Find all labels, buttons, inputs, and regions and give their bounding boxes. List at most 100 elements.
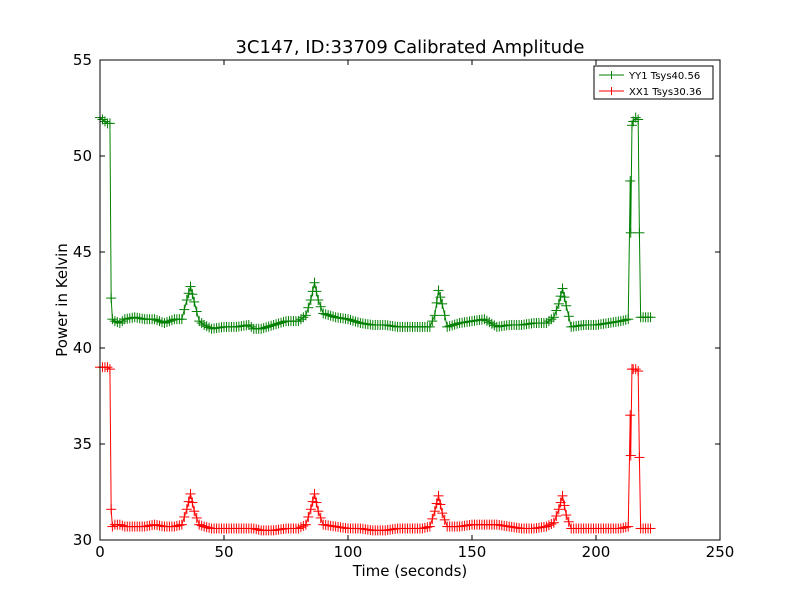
data-point-marker — [435, 499, 446, 510]
data-point-marker — [189, 296, 200, 307]
data-point-marker — [557, 490, 568, 501]
legend: YY1 Tsys40.56 XX1 Tsys30.36 — [593, 65, 714, 100]
y-tick-label: 55 — [73, 51, 92, 69]
data-point-marker — [427, 513, 438, 524]
data-point-marker — [159, 318, 170, 329]
data-point-marker — [181, 504, 192, 515]
data-point-marker — [625, 450, 636, 461]
data-point-marker — [295, 522, 306, 533]
data-point-marker — [435, 292, 446, 303]
data-point-marker — [174, 520, 185, 531]
data-point-marker — [439, 514, 450, 525]
data-point-marker — [112, 317, 123, 328]
data-point-marker — [447, 320, 458, 331]
data-point-marker — [199, 319, 210, 330]
data-point-marker — [541, 521, 552, 532]
data-point-marker — [559, 500, 570, 511]
tick-layer: 0 50 100 150 200 250 30 35 40 45 50 55 — [73, 51, 734, 561]
data-point-marker — [557, 283, 568, 294]
data-point-marker — [248, 523, 259, 534]
data-point-marker — [201, 321, 212, 332]
data-point-marker — [196, 520, 207, 531]
data-point-marker — [204, 522, 215, 533]
data-point-marker — [185, 281, 196, 292]
data-point-marker — [551, 305, 562, 316]
data-point-marker — [303, 511, 314, 522]
data-point-marker — [293, 523, 304, 534]
y-tick-label: 40 — [73, 339, 92, 357]
y-tick-label: 30 — [73, 531, 92, 549]
data-point-marker — [620, 314, 631, 325]
legend-label: YY1 Tsys40.56 — [628, 71, 700, 82]
data-point-marker — [561, 510, 572, 521]
data-point-marker — [625, 175, 636, 186]
legend-label: XX1 Tsys30.36 — [629, 87, 702, 98]
data-point-marker — [97, 114, 108, 125]
data-point-marker — [303, 302, 314, 313]
data-point-marker — [634, 452, 645, 463]
data-point-marker — [243, 319, 254, 330]
data-point-marker — [318, 308, 329, 319]
data-point-marker — [104, 118, 115, 129]
data-point-marker — [271, 319, 282, 330]
data-point-marker — [315, 301, 326, 312]
data-point-marker — [559, 292, 570, 303]
data-point-marker — [347, 315, 358, 326]
data-point-marker — [325, 310, 336, 321]
data-point-marker — [444, 321, 455, 332]
series-yy1 — [95, 112, 656, 334]
data-point-marker — [419, 522, 430, 533]
data-point-marker — [553, 298, 564, 309]
data-point-marker — [437, 508, 448, 519]
data-point-marker — [201, 522, 212, 533]
data-point-marker — [350, 316, 361, 327]
data-point-marker — [171, 520, 182, 531]
plot-frame — [99, 59, 721, 541]
data-point-marker — [293, 316, 304, 327]
data-point-marker — [187, 497, 198, 508]
data-point-marker — [543, 316, 554, 327]
data-point-marker — [422, 522, 433, 533]
data-point-marker — [449, 319, 460, 330]
data-point-marker — [106, 293, 117, 304]
data-point-marker — [253, 524, 264, 535]
x-tick-label: 100 — [334, 543, 363, 561]
data-point-marker — [179, 304, 190, 315]
data-point-marker — [452, 318, 463, 329]
data-point-marker — [543, 520, 554, 531]
x-tick-label: 50 — [214, 543, 233, 561]
data-point-marker — [427, 316, 438, 327]
data-point-marker — [191, 306, 202, 317]
data-point-marker — [273, 318, 284, 329]
data-point-marker — [615, 316, 626, 327]
data-point-marker — [187, 289, 198, 300]
data-point-marker — [149, 314, 160, 325]
data-point-marker — [623, 314, 634, 325]
data-point-marker — [563, 311, 574, 322]
data-point-marker — [204, 322, 215, 333]
data-point-marker — [433, 490, 444, 501]
data-point-marker — [300, 310, 311, 321]
data-point-marker — [343, 314, 353, 325]
data-point-marker — [176, 314, 187, 325]
x-axis-label: Time (seconds) — [352, 562, 468, 580]
y-tick-label: 35 — [73, 435, 92, 453]
data-point-marker — [313, 506, 324, 517]
data-point-marker — [628, 116, 639, 127]
legend-box — [593, 65, 714, 100]
data-point-marker — [166, 315, 177, 326]
data-point-marker — [298, 520, 309, 531]
data-point-marker — [345, 314, 356, 325]
data-point-marker — [315, 512, 326, 523]
data-point-marker — [261, 322, 272, 333]
data-point-marker — [104, 364, 115, 375]
data-point-marker — [194, 316, 205, 327]
data-point-marker — [620, 522, 631, 533]
data-point-marker — [102, 362, 113, 373]
data-point-marker — [114, 318, 125, 329]
data-point-marker — [437, 298, 448, 309]
data-point-marker — [305, 504, 316, 515]
data-point-marker — [179, 511, 190, 522]
data-point-marker — [107, 521, 118, 532]
